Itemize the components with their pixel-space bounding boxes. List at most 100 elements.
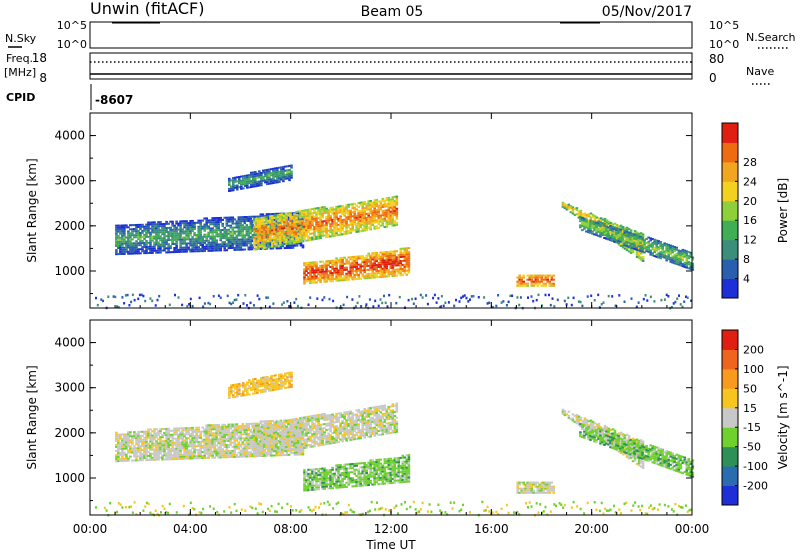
ground-scatter-cell bbox=[685, 295, 687, 298]
range-cell bbox=[323, 264, 326, 267]
range-cell bbox=[265, 246, 268, 249]
ground-scatter-cell bbox=[360, 305, 363, 308]
range-cell bbox=[233, 437, 237, 440]
range-cell bbox=[187, 429, 190, 432]
range-cell bbox=[209, 430, 212, 433]
range-cell bbox=[385, 269, 389, 272]
range-cell bbox=[119, 451, 122, 454]
range-cell bbox=[621, 246, 625, 249]
ground-scatter-cell bbox=[137, 297, 140, 301]
range-cell bbox=[183, 427, 186, 430]
range-cell bbox=[263, 221, 267, 224]
range-cell bbox=[239, 431, 243, 434]
range-cell bbox=[129, 435, 132, 438]
range-cell bbox=[355, 274, 358, 276]
range-cell bbox=[289, 244, 293, 247]
range-cell bbox=[227, 423, 231, 426]
range-cell bbox=[115, 456, 118, 459]
range-cell bbox=[605, 233, 608, 236]
range-cell bbox=[233, 433, 237, 436]
range-cell bbox=[219, 245, 222, 248]
range-cell bbox=[155, 251, 158, 254]
range-cell bbox=[177, 447, 180, 450]
ground-scatter-cell bbox=[381, 301, 384, 305]
range-cell bbox=[617, 225, 621, 228]
range-cell bbox=[171, 456, 174, 459]
ground-scatter-cell bbox=[516, 296, 519, 299]
range-cell bbox=[213, 448, 216, 451]
ground-scatter-cell bbox=[527, 296, 529, 299]
range-cell bbox=[301, 226, 305, 229]
range-cell bbox=[675, 252, 678, 255]
range-cell bbox=[691, 268, 695, 271]
range-cell bbox=[311, 222, 314, 225]
range-cell bbox=[123, 437, 126, 440]
range-cell bbox=[550, 276, 554, 279]
range-cell bbox=[189, 248, 192, 251]
range-cell bbox=[264, 181, 267, 184]
range-cell bbox=[599, 219, 603, 222]
range-cell bbox=[625, 236, 628, 239]
range-cell bbox=[609, 231, 612, 233]
range-cell bbox=[299, 230, 302, 233]
range-cell bbox=[377, 216, 381, 219]
range-cell bbox=[367, 212, 370, 215]
range-cell bbox=[307, 223, 310, 225]
range-cell bbox=[161, 237, 164, 240]
range-cell bbox=[193, 441, 196, 444]
range-cell bbox=[291, 212, 295, 215]
ground-scatter-cell bbox=[203, 302, 206, 305]
range-cell bbox=[520, 284, 523, 287]
range-cell bbox=[691, 264, 695, 267]
range-cell bbox=[161, 227, 164, 230]
range-cell bbox=[167, 450, 170, 453]
range-cell bbox=[659, 251, 662, 254]
range-cell bbox=[273, 228, 276, 231]
range-cell bbox=[127, 244, 130, 247]
range-cell bbox=[284, 173, 287, 176]
range-cell bbox=[183, 238, 186, 241]
range-cell bbox=[641, 257, 645, 260]
range-cell bbox=[301, 211, 304, 214]
range-cell bbox=[117, 437, 120, 440]
range-cell bbox=[135, 248, 138, 251]
range-cell bbox=[685, 264, 689, 267]
ground-scatter-cell bbox=[142, 294, 145, 298]
range-cell bbox=[181, 455, 184, 458]
range-cell bbox=[165, 239, 168, 242]
range-cell bbox=[583, 223, 586, 226]
range-cell bbox=[205, 450, 208, 453]
range-cell bbox=[369, 276, 372, 279]
range-cell bbox=[685, 266, 689, 269]
ground-scatter-cell bbox=[565, 303, 568, 306]
range-cell bbox=[201, 225, 204, 228]
range-cell bbox=[285, 216, 288, 219]
range-cell bbox=[641, 255, 645, 258]
range-cell bbox=[335, 263, 338, 266]
range-cell bbox=[231, 244, 235, 247]
range-cell bbox=[613, 222, 617, 225]
range-cell bbox=[367, 264, 370, 267]
range-cell bbox=[575, 207, 579, 210]
range-cell bbox=[371, 268, 374, 271]
range-cell bbox=[191, 429, 194, 431]
range-cell bbox=[195, 455, 198, 458]
range-cell bbox=[367, 258, 370, 261]
range-cell bbox=[195, 242, 198, 245]
range-cell bbox=[245, 437, 249, 440]
range-cell bbox=[407, 247, 411, 250]
range-cell bbox=[279, 247, 283, 250]
range-cell bbox=[544, 282, 548, 285]
range-cell bbox=[379, 271, 383, 274]
range-cell bbox=[251, 430, 255, 433]
range-cell bbox=[261, 245, 264, 248]
range-cell bbox=[333, 234, 336, 237]
range-cell bbox=[548, 274, 552, 277]
range-cell bbox=[341, 279, 344, 282]
range-cell bbox=[245, 423, 249, 425]
range-cell bbox=[255, 219, 258, 222]
range-cell bbox=[127, 431, 130, 434]
range-cell bbox=[239, 453, 243, 456]
range-cell bbox=[605, 223, 609, 226]
range-cell bbox=[546, 278, 550, 281]
